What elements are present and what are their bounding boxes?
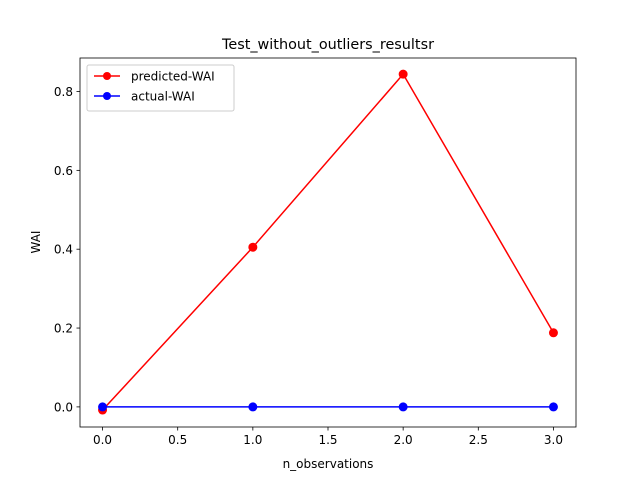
data-point-predicted-WAI [398,69,408,79]
series-line-predicted-WAI [101,72,555,411]
data-point-predicted-WAI [248,242,258,252]
legend-marker-predicted-WAI [103,72,111,80]
data-point-actual-WAI [548,402,558,412]
y-tick-label: 0.6 [54,164,73,178]
x-tick-label: 0.0 [93,433,112,447]
x-axis-label: n_observations [283,457,374,471]
data-point-actual-WAI [398,402,408,412]
plot-area: 0.0 0.5 1.0 1.5 2.0 2.5 3.0 0.0 0.2 0.4 0.6 0.8 [54,57,577,447]
x-tick-label: 2.5 [469,433,488,447]
y-tick-label: 0.4 [54,243,73,257]
x-tick-label: 1.0 [243,433,262,447]
legend-box [86,64,235,112]
legend: predicted-WAI actual-WAI [86,64,235,112]
x-tick-label: 1.5 [318,433,337,447]
y-tick-label: 0.8 [54,85,73,99]
legend-marker-actual-WAI [103,92,111,100]
data-point-actual-WAI [248,402,258,412]
y-tick-label: 0.2 [54,322,73,336]
data-point-actual-WAI [98,402,108,412]
legend-label: actual-WAI [131,90,195,104]
legend-label: predicted-WAI [131,70,215,84]
x-tick-label: 2.0 [394,433,413,447]
y-tick-label: 0.0 [54,400,73,414]
x-tick-label: 0.5 [168,433,187,447]
x-tick-label: 3.0 [544,433,563,447]
y-axis-label: WAI [29,231,43,254]
data-point-predicted-WAI [548,328,558,338]
chart-title: Test_without_outliers_resultsr [221,37,434,53]
